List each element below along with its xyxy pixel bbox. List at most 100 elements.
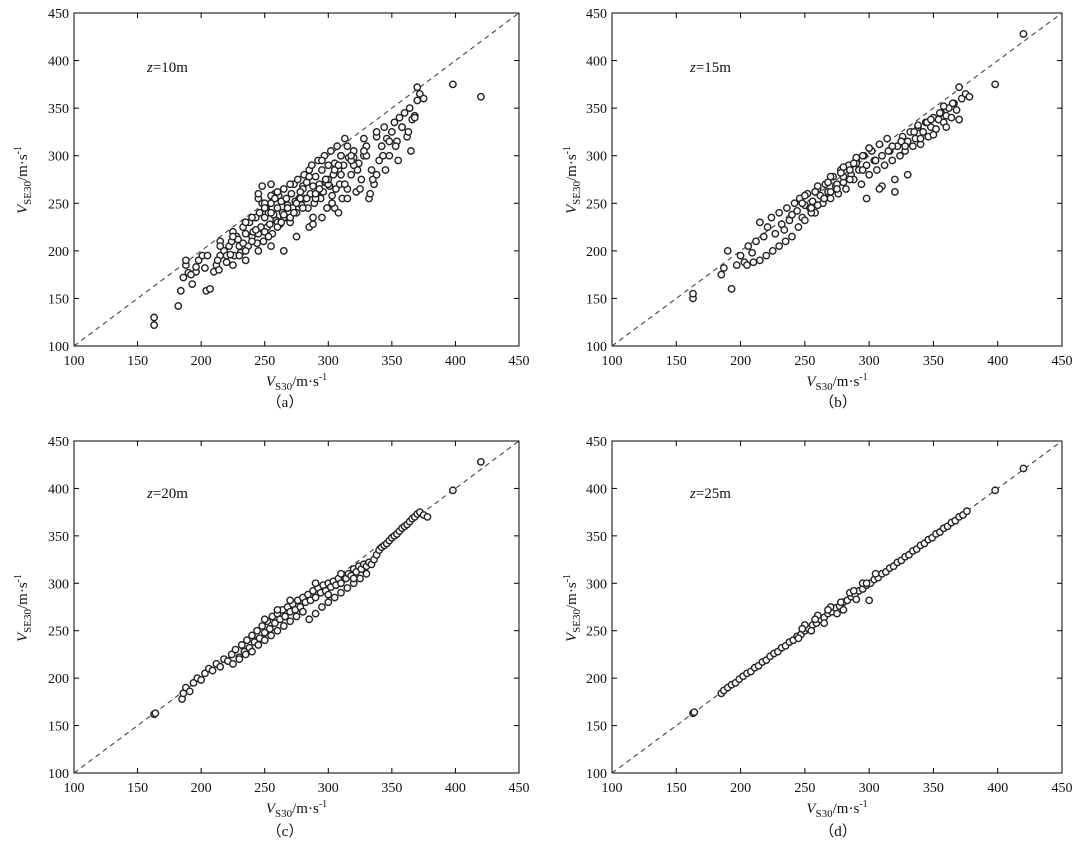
data-point: [241, 218, 250, 227]
data-point: [287, 189, 296, 198]
data-point: [213, 256, 222, 265]
data-point: [379, 151, 387, 160]
x-tick-label: 150: [127, 354, 148, 369]
data-point: [203, 251, 212, 260]
data-point: [279, 185, 288, 193]
x-axis-label: VS30/m·s-1: [266, 799, 327, 820]
data-point: [253, 626, 261, 635]
data-point: [267, 180, 275, 189]
data-point: [265, 624, 274, 633]
data-point: [273, 187, 282, 196]
x-tick-label: 400: [445, 781, 466, 796]
data-point: [871, 569, 880, 578]
x-tick-label: 100: [602, 781, 623, 796]
x-tick-label: 100: [602, 354, 623, 369]
data-point: [248, 213, 256, 222]
y-tick-label: 150: [48, 720, 69, 735]
x-tick-label: 200: [730, 781, 751, 796]
reference-line: [611, 12, 1063, 347]
data-point: [309, 182, 317, 191]
scatter-panel-b: 100 150 200 250 300 350 400 450 100 150 200 250 300 3…: [562, 7, 1073, 411]
y-tick-label: 350: [586, 530, 607, 545]
data-point: [888, 142, 897, 151]
x-axis-label: VS30/m·s-1: [266, 372, 327, 393]
data-point: [321, 175, 330, 184]
data-point: [794, 223, 803, 231]
data-point: [270, 619, 279, 628]
data-point: [413, 96, 422, 105]
data-point: [307, 161, 316, 170]
data-point: [916, 134, 925, 143]
data-point: [849, 586, 858, 595]
data-point: [241, 246, 250, 255]
data-point: [293, 175, 302, 184]
data-point: [248, 631, 256, 640]
x-tick-label: 450: [1052, 354, 1073, 369]
data-point: [311, 593, 320, 602]
data-point: [290, 208, 298, 217]
data-point: [798, 199, 807, 208]
data-point: [264, 232, 273, 241]
data-point: [400, 109, 409, 117]
data-point: [239, 239, 248, 248]
data-point: [181, 256, 190, 265]
data-point: [260, 628, 269, 637]
data-point: [926, 115, 935, 124]
data-point: [323, 204, 331, 212]
y-tick-label: 100: [586, 340, 607, 355]
x-tick-label: 300: [859, 781, 880, 796]
data-point: [187, 270, 195, 279]
data-point: [286, 617, 295, 626]
data-point: [328, 199, 336, 208]
y-tick-label: 400: [586, 55, 607, 70]
data-point: [337, 569, 345, 578]
data-point: [752, 237, 760, 246]
data-point: [292, 612, 301, 621]
data-point: [243, 636, 251, 645]
data-point: [875, 140, 884, 149]
data-point: [717, 270, 726, 279]
data-point: [780, 226, 789, 234]
data-point: [743, 261, 751, 270]
data-point: [150, 321, 159, 329]
depth-annotation: z=25m: [689, 486, 731, 502]
data-point: [279, 622, 288, 630]
x-tick-label: 300: [859, 354, 880, 369]
data-point: [947, 113, 956, 122]
y-axis-label: VSE30/m·s-1: [13, 574, 34, 642]
data-point: [318, 213, 326, 222]
data-point: [254, 246, 263, 255]
data-point: [826, 194, 835, 203]
data-point: [277, 218, 286, 227]
y-tick-label: 200: [48, 672, 69, 687]
y-tick-label: 400: [586, 482, 607, 497]
data-point: [939, 102, 948, 111]
y-tick-label: 300: [48, 577, 69, 592]
data-point: [749, 258, 758, 267]
data-point: [185, 687, 194, 696]
data-point: [883, 134, 892, 143]
data-point: [755, 218, 764, 227]
data-point: [991, 80, 1000, 89]
y-tick-label: 100: [48, 340, 69, 355]
data-point: [942, 123, 951, 132]
data-point: [356, 185, 364, 193]
data-point: [241, 229, 250, 238]
data-point: [267, 208, 275, 217]
data-point: [890, 187, 899, 196]
data-point: [286, 596, 295, 605]
data-point: [251, 226, 260, 234]
data-point: [798, 624, 807, 633]
data-point: [343, 584, 352, 592]
data-point: [880, 161, 889, 170]
y-axis-label: VSE30/m·s-1: [13, 146, 34, 214]
data-point: [788, 210, 796, 219]
data-point: [150, 313, 159, 322]
data-point: [305, 172, 314, 181]
data-point: [952, 106, 961, 114]
data-point: [962, 507, 971, 516]
data-point: [340, 134, 349, 143]
x-tick-label: 100: [64, 781, 85, 796]
x-tick-label: 450: [1052, 781, 1073, 796]
